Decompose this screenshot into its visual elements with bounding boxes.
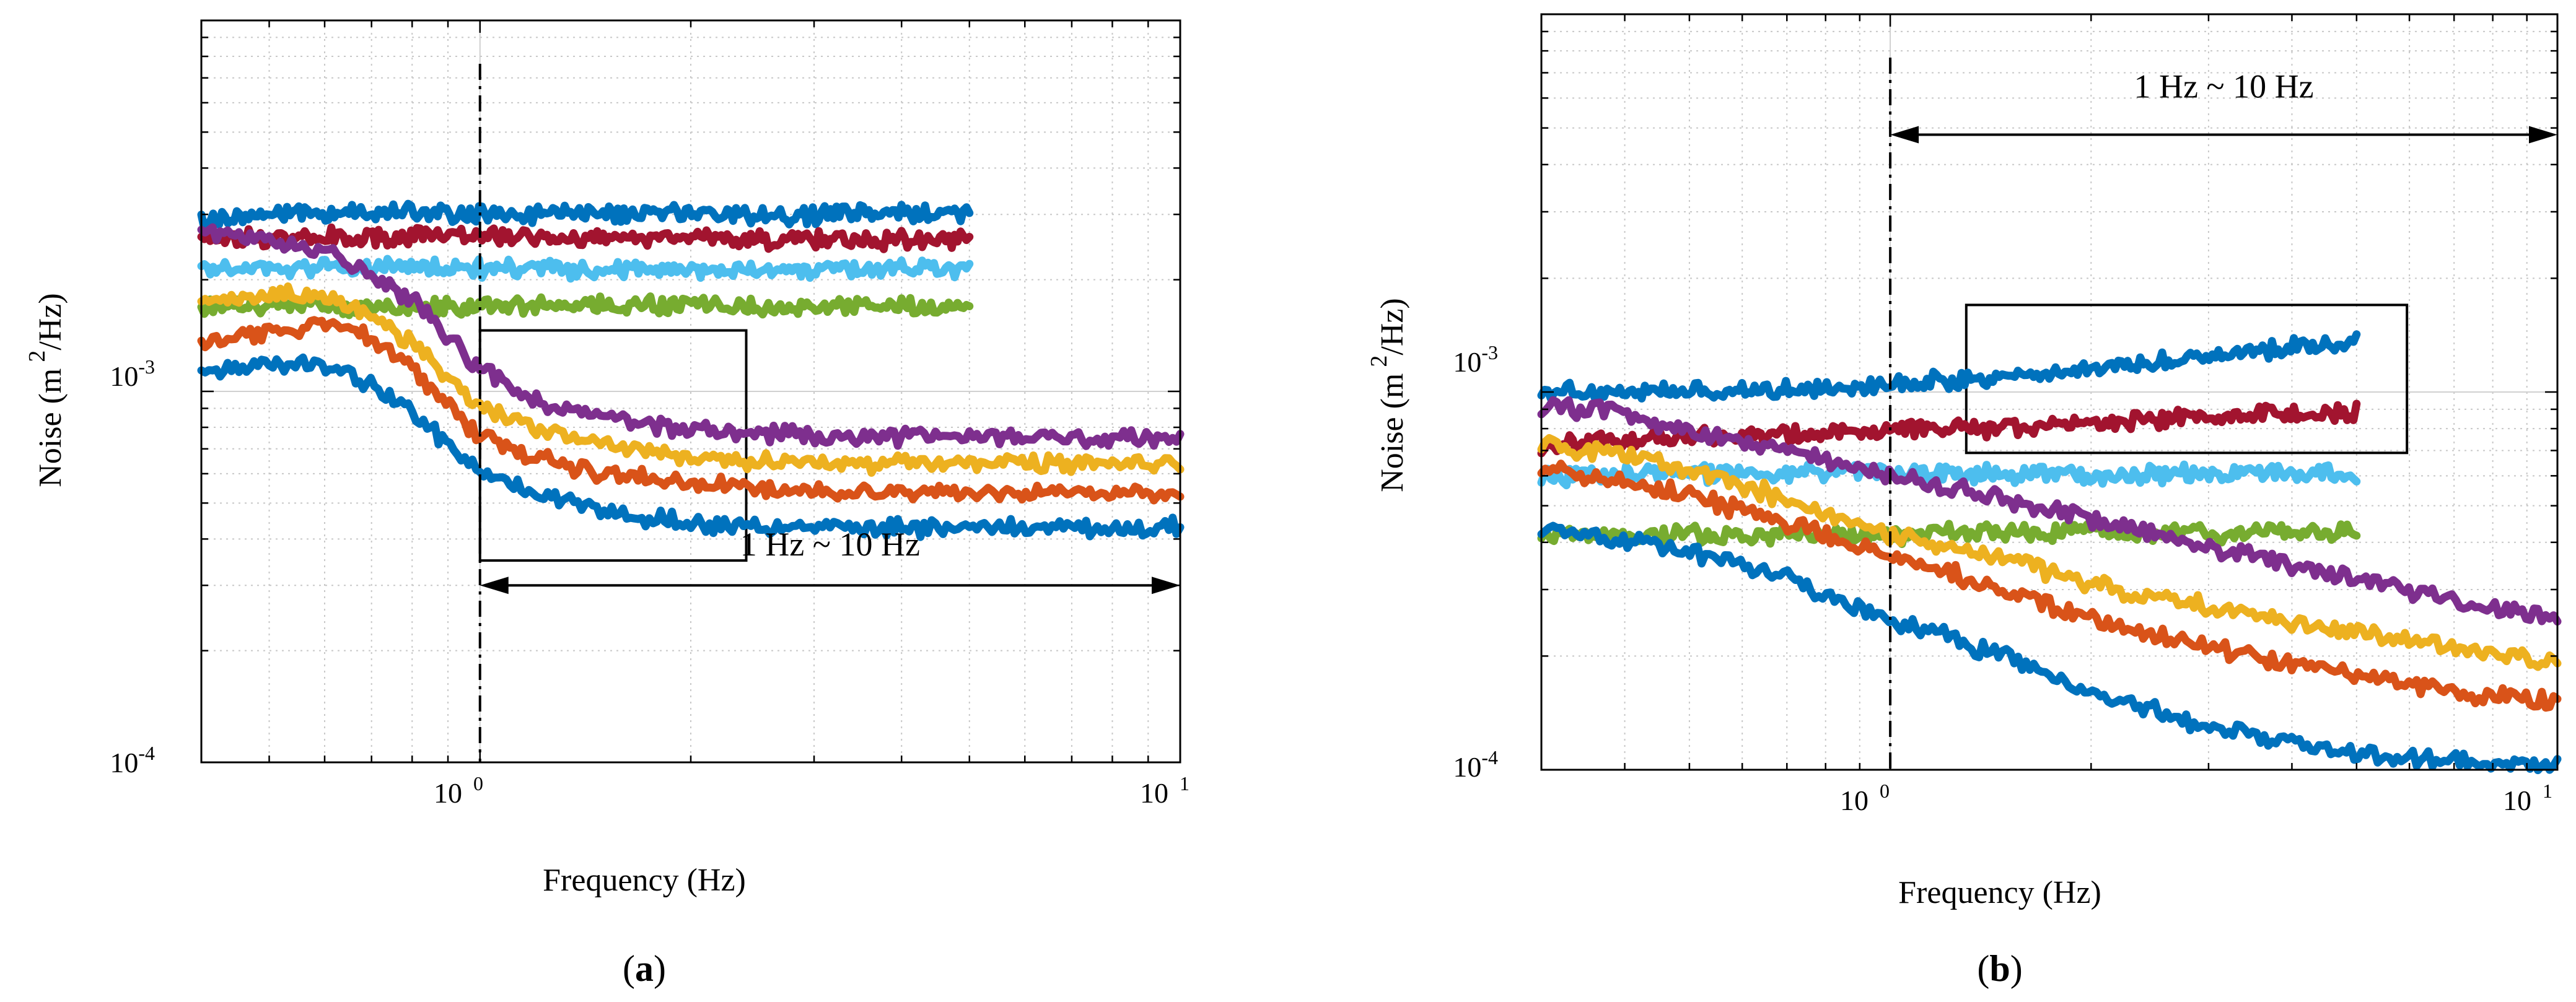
panel-b-range-arrowhead-left [1890, 126, 1919, 144]
panel-b-series-4-line [1537, 518, 2361, 548]
panel-b-ticks [1540, 13, 2559, 771]
panel-b-series-5-line [1537, 396, 2562, 626]
panel-b-range-label: 1 Hz ~ 10 Hz [2134, 68, 2313, 105]
panel-a-range-label: 1 Hz ~ 10 Hz [740, 526, 920, 563]
panel-a-xtick-label-1e0: 10 0 [434, 772, 483, 809]
panel-b-ytick-label-1e-3: 10-3 [1453, 341, 1498, 378]
panel-b-range-arrowhead-right [2529, 126, 2557, 144]
panel-a-series-3-line [197, 255, 974, 283]
panel-a-xlabel: Frequency (Hz) [543, 863, 746, 898]
panel-a-series-1-line [197, 199, 974, 233]
panel-b-series-1-line [1537, 330, 2361, 403]
panel-a-grid [201, 20, 1181, 763]
panel-a-xtick-label-1e1: 10 1 [1140, 772, 1189, 809]
panel-a-ytick-label-1e-3: 10-3 [110, 355, 155, 392]
panel-b-series-7-line [1537, 460, 2562, 712]
panel-b-xtick-label-1e1: 10 1 [2503, 780, 2552, 816]
panel-a-series [197, 199, 1185, 541]
panel-a-ticks [200, 19, 1181, 764]
panel-a-series-5-line [197, 223, 1185, 450]
panel-b-series-2-line [1537, 399, 2361, 458]
panel-a-ylabel: Noise (m2/Hz) [24, 293, 68, 487]
panel-a-series-4-line [197, 292, 974, 320]
panel-b-series-8-line [1537, 521, 2562, 775]
panel-a-range-arrowhead-left [480, 577, 509, 595]
panel-b-label: (b) [1977, 948, 2022, 989]
panel-a-series-2-line [197, 223, 974, 253]
panel-b-series-6-line [1537, 434, 2562, 671]
panel-b-xlabel: Frequency (Hz) [1898, 875, 2101, 910]
panel-a-series-7-line [197, 316, 1185, 505]
panel-b-ylabel: Noise (m2/Hz) [1366, 298, 1410, 492]
panel-a-series-6-line [197, 282, 1185, 477]
panel-a: 1 Hz ~ 10 Hz 10-3 10-4 10 0 10 1 Frequency… [24, 19, 1189, 989]
panel-a-range-arrowhead-right [1152, 577, 1180, 595]
panel-a-series-8-line [197, 353, 1185, 541]
panel-b-series [1537, 330, 2562, 775]
panel-a-range-annotation: 1 Hz ~ 10 Hz [480, 526, 1180, 595]
panel-a-label: (a) [623, 948, 666, 989]
panel-a-ytick-label-1e-4: 10-4 [110, 742, 155, 778]
panel-b-range-annotation: 1 Hz ~ 10 Hz [1890, 68, 2557, 144]
panel-b-xtick-label-1e0: 10 0 [1840, 780, 1890, 816]
panel-b: 1 Hz ~ 10 Hz 10-3 10-4 10 0 10 1 Frequency… [1366, 13, 2562, 989]
panel-b-ytick-label-1e-4: 10-4 [1453, 746, 1498, 783]
